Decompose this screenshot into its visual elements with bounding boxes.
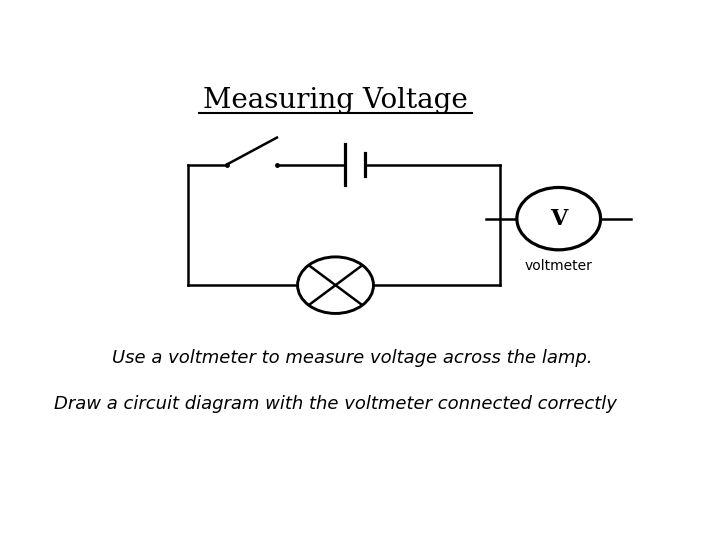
Text: voltmeter: voltmeter [525,259,593,273]
Text: Measuring Voltage: Measuring Voltage [203,86,468,113]
Text: V: V [550,208,567,230]
Text: Draw a circuit diagram with the voltmeter connected correctly: Draw a circuit diagram with the voltmete… [54,395,617,413]
Circle shape [517,187,600,250]
Circle shape [297,257,374,313]
Text: Use a voltmeter to measure voltage across the lamp.: Use a voltmeter to measure voltage acros… [112,349,593,367]
